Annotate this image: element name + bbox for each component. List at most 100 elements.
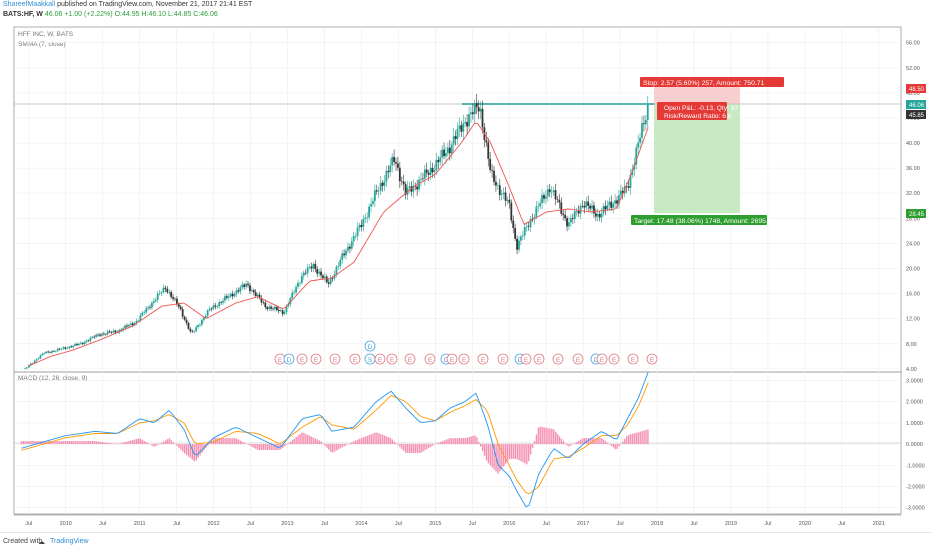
histogram-bar (624, 439, 625, 444)
histogram-bar (32, 441, 33, 444)
histogram-bar (599, 438, 600, 444)
candle-body (614, 200, 616, 203)
candle-body (330, 278, 332, 284)
candle-body (218, 302, 220, 306)
svg-text:D: D (368, 344, 373, 351)
histogram-bar (26, 441, 27, 444)
candle-body (449, 148, 451, 154)
histogram-bar (453, 438, 454, 444)
time-axis-tick: Jul (173, 521, 180, 527)
candle-body (251, 290, 253, 291)
candle-body (505, 193, 507, 201)
candle-body (460, 125, 462, 131)
histogram-bar (73, 441, 74, 444)
event-markers: E D E E E E D S E E E E D E (275, 341, 657, 364)
histogram-bar (299, 434, 300, 444)
candle-body (535, 207, 537, 217)
histogram-bar (549, 428, 550, 444)
candle-body (113, 331, 115, 333)
candle-body (193, 331, 195, 332)
histogram-bar (440, 442, 441, 444)
price-axis-tick: 52.00 (906, 66, 920, 72)
histogram-bar (634, 433, 635, 444)
histogram-bar (146, 442, 147, 444)
candle-body (278, 310, 280, 311)
candle-body (441, 150, 443, 158)
candle-body (247, 284, 249, 285)
price-axis-tick: 36.00 (906, 166, 920, 172)
candle-body (583, 206, 585, 208)
candle-body (607, 205, 609, 209)
histogram-bar (355, 440, 356, 444)
candle-body (80, 343, 82, 344)
histogram-bar (520, 444, 521, 461)
candle-body (507, 200, 509, 201)
candle-body (526, 226, 528, 227)
histogram-bar (123, 443, 124, 445)
histogram-bar (244, 443, 245, 444)
candle-body (299, 283, 301, 284)
histogram-bar (622, 441, 623, 444)
candle-body (389, 165, 391, 172)
histogram-bar (84, 441, 85, 444)
candle-body (558, 200, 560, 203)
candle-body (541, 195, 543, 203)
time-axis-tick: Jul (838, 521, 845, 527)
histogram-bar (59, 441, 60, 444)
candle-body (312, 264, 314, 269)
candle-body (195, 327, 197, 331)
histogram-bar (555, 432, 556, 444)
candle-body (420, 179, 422, 180)
svg-text:E: E (650, 357, 655, 364)
histogram-bar (234, 438, 235, 444)
candle-body (616, 200, 618, 203)
histogram-bar (482, 444, 483, 451)
svg-text:E: E (524, 357, 529, 364)
candle-body (207, 310, 209, 316)
candle-body (430, 168, 432, 175)
histogram-bar (557, 434, 558, 444)
histogram-bar (138, 438, 139, 444)
histogram-bar (171, 440, 172, 444)
histogram-bar (601, 438, 602, 444)
histogram-bar (155, 444, 156, 446)
histogram-bar (449, 438, 450, 444)
histogram-bar (378, 433, 379, 444)
histogram-bar (96, 441, 97, 444)
target-price: 28.45 (909, 212, 925, 218)
histogram-bar (222, 438, 223, 444)
candle-body (151, 303, 153, 308)
time-axis-tick: 2015 (429, 521, 441, 527)
histogram-bar (394, 441, 395, 444)
price-axis-tick: 4.00 (906, 367, 917, 373)
histogram-bar (430, 444, 431, 447)
candle-body (595, 213, 597, 216)
histogram-bar (411, 444, 412, 453)
candle-body (143, 313, 145, 314)
histogram-bar (419, 444, 420, 453)
histogram-bar (307, 435, 308, 444)
histogram-bar (290, 442, 291, 444)
candle-body (437, 160, 439, 162)
candle-body (464, 122, 466, 123)
histogram-bar (397, 444, 398, 445)
histogram-bar (392, 439, 393, 444)
svg-text:E: E (462, 357, 467, 364)
tradingview-brand[interactable]: TradingView (50, 538, 89, 545)
price-and-macd-chart[interactable]: E D E E E E D S E E E E D E (0, 0, 932, 532)
candle-body (585, 202, 587, 208)
candle-body (380, 183, 382, 191)
candle-body (345, 251, 347, 256)
candle-body (201, 320, 203, 325)
candle-body (522, 236, 524, 237)
candle-body (209, 309, 211, 311)
open-pnl-label: Open P&L: -0.13, Qty: 97 (664, 105, 738, 112)
candle-body (514, 228, 516, 239)
candle-body (457, 129, 459, 139)
histogram-bar (399, 444, 400, 447)
histogram-bar (274, 444, 275, 450)
candle-body (341, 254, 343, 260)
histogram-bar (361, 438, 362, 444)
histogram-bar (130, 440, 131, 444)
histogram-bar (186, 444, 187, 455)
